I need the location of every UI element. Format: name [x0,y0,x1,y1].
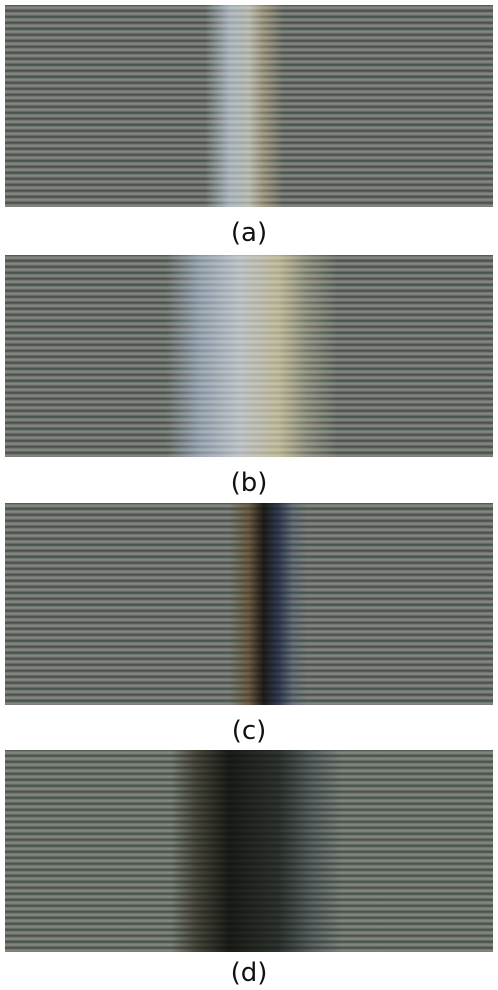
image-panel [5,750,493,952]
image-panel [5,255,493,457]
panel-label: (d) [0,958,498,988]
image-panel [5,5,493,207]
panel-label: (a) [0,218,498,248]
panel-label: (b) [0,468,498,498]
figure: (a) (b) (c) (d) [0,0,498,990]
panel-label: (c) [0,716,498,746]
image-panel [5,503,493,705]
